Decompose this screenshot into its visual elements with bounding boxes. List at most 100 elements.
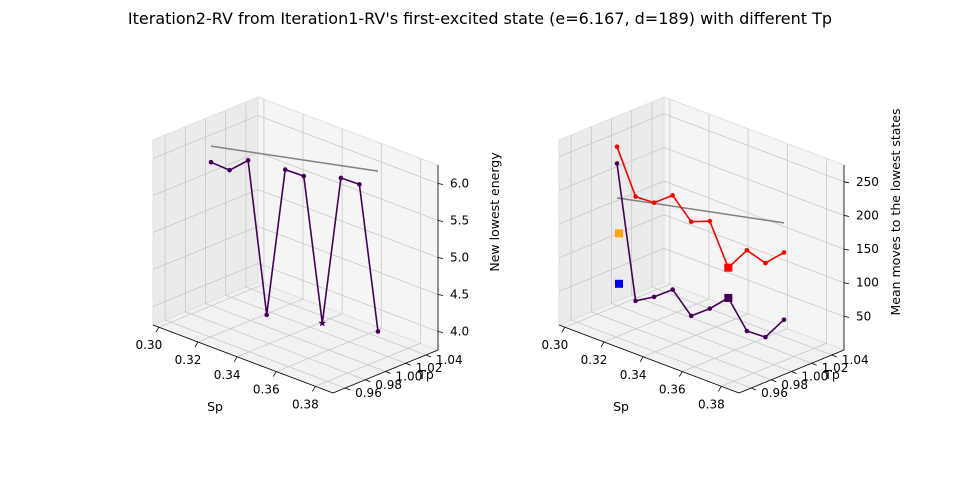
y-tick-label: 0.96 xyxy=(761,386,788,400)
data-point xyxy=(763,334,768,340)
x-tick-label: 0.34 xyxy=(620,368,647,382)
y-gridline xyxy=(590,126,772,381)
z-gridline xyxy=(558,147,845,216)
x-gridline xyxy=(315,158,421,387)
x-gridline xyxy=(276,143,382,372)
z-tick-label: 100 xyxy=(856,276,879,290)
data-point xyxy=(301,173,307,179)
series-line xyxy=(210,159,379,332)
x-tick xyxy=(639,356,644,362)
z-tick xyxy=(843,282,850,285)
z-gridline xyxy=(558,113,845,183)
y-axis-title: Tp xyxy=(417,367,434,382)
z-gridline xyxy=(152,115,439,184)
z-tick-label: 50 xyxy=(856,309,871,323)
z-tick xyxy=(843,215,850,217)
series-line xyxy=(616,163,785,339)
z-tick-label: 6.0 xyxy=(450,177,469,191)
y-gridline xyxy=(205,118,386,372)
y-gridline xyxy=(245,102,427,356)
data-point xyxy=(670,287,675,292)
data-point xyxy=(338,175,344,181)
y-gridline xyxy=(184,126,366,381)
highlight-square-marker xyxy=(724,263,733,272)
x-gridline xyxy=(603,114,710,343)
z-tick-label: 150 xyxy=(856,242,879,256)
data-point xyxy=(651,294,657,300)
figure-title: Iteration2-RV from Iteration1-RV's first… xyxy=(128,9,832,28)
y-tick-label: 1.00 xyxy=(396,370,423,384)
x-axis-line xyxy=(558,324,740,394)
z-tick-label: 4.5 xyxy=(450,288,469,302)
y-axis-title: Tp xyxy=(823,367,840,382)
data-point xyxy=(614,144,620,150)
y-tick xyxy=(771,379,777,383)
y-tick-label: 0.96 xyxy=(355,386,382,400)
y-tick-label: 1.04 xyxy=(842,353,869,367)
z-axis-title: New lowest energy xyxy=(487,152,502,272)
z-tick xyxy=(437,331,444,333)
reference-line xyxy=(210,145,379,172)
x-tick-label: 0.32 xyxy=(581,353,608,367)
x-tick xyxy=(600,341,605,348)
z-tick-label: 5.5 xyxy=(450,214,469,228)
y-tick xyxy=(791,371,797,374)
z-tick xyxy=(437,220,444,222)
data-point xyxy=(282,167,288,172)
x-gridline xyxy=(158,99,265,328)
z-axis-title: Mean moves to the lowest states xyxy=(888,108,903,315)
x-tick xyxy=(194,341,199,348)
y-gridline xyxy=(225,110,406,364)
z-tick-label: 250 xyxy=(856,175,879,189)
data-point xyxy=(633,194,638,199)
data-point xyxy=(744,328,750,334)
x-tick xyxy=(233,356,238,362)
y-tick xyxy=(811,362,817,366)
x-tick-label: 0.34 xyxy=(214,368,241,382)
y-gridline xyxy=(611,118,792,372)
y-gridline xyxy=(651,102,833,356)
y-gridline xyxy=(164,135,346,389)
z-gridline xyxy=(152,226,439,295)
data-point xyxy=(208,159,214,165)
series-line xyxy=(616,146,785,270)
data-point xyxy=(688,313,694,319)
z-gridline xyxy=(558,247,845,317)
z-tick xyxy=(843,248,850,251)
x-tick-label: 0.38 xyxy=(698,397,725,411)
x-axis-title: Sp xyxy=(613,399,629,414)
min-star-marker xyxy=(318,319,327,327)
data-point xyxy=(245,158,251,163)
z-tick xyxy=(437,294,444,296)
x-axis-title: Sp xyxy=(207,399,223,414)
x-tick-label: 0.30 xyxy=(542,338,569,352)
y-tick-label: 0.98 xyxy=(781,378,808,392)
data-point xyxy=(707,218,713,224)
data-point xyxy=(763,260,768,266)
x-axis-line xyxy=(152,324,334,394)
y-tick xyxy=(425,354,432,358)
y-tick xyxy=(750,387,757,391)
data-point xyxy=(670,193,675,198)
y-gridline xyxy=(631,110,812,364)
z-tick xyxy=(843,315,850,318)
z-tick xyxy=(843,181,850,184)
data-point xyxy=(375,329,381,334)
y-tick-label: 1.02 xyxy=(416,361,443,375)
data-point xyxy=(781,250,787,255)
x-tick-label: 0.30 xyxy=(136,338,163,352)
highlight-square-marker xyxy=(724,293,733,302)
y-tick xyxy=(385,371,391,374)
x-gridline xyxy=(564,99,671,328)
x-gridline xyxy=(236,128,343,358)
data-point xyxy=(744,247,750,253)
data-point xyxy=(264,312,269,318)
moves-3d-axes: 0.30 0.32 0.34 0.36 0.38 0.960.981.001.021.04… xyxy=(542,96,903,414)
y-tick xyxy=(831,354,838,358)
data-point xyxy=(707,306,713,311)
x-tick xyxy=(561,327,566,333)
x-tick xyxy=(155,327,160,333)
z-tick xyxy=(437,183,444,185)
y-tick-label: 1.04 xyxy=(436,353,463,367)
